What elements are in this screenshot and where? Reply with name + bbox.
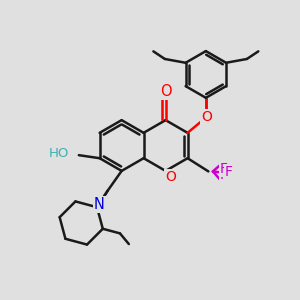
Text: O: O (160, 84, 171, 99)
Text: F: F (220, 162, 228, 176)
Text: O: O (166, 170, 176, 184)
Text: O: O (202, 110, 212, 124)
Text: F: F (225, 165, 233, 179)
Text: N: N (94, 197, 105, 212)
Text: F: F (220, 168, 228, 182)
Text: HO: HO (49, 147, 69, 160)
